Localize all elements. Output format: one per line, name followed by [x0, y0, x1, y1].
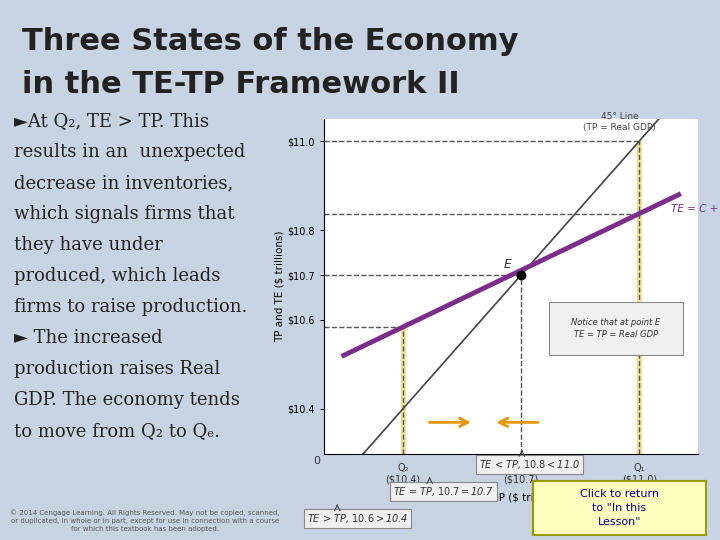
Text: Notice that at point E
TE = TP = Real GDP: Notice that at point E TE = TP = Real GD…	[571, 318, 660, 339]
Text: produced, which leads: produced, which leads	[14, 267, 220, 285]
Text: results in an  unexpected: results in an unexpected	[14, 143, 245, 161]
Text: 0: 0	[313, 456, 320, 466]
Y-axis label: TP and TE ($ trillions): TP and TE ($ trillions)	[274, 231, 284, 342]
Text: in the TE-TP Framework II: in the TE-TP Framework II	[22, 70, 459, 99]
Text: TE < TP, $10.8 < $11.0: TE < TP, $10.8 < $11.0	[479, 458, 580, 471]
Bar	[401, 327, 405, 454]
Bar	[637, 141, 642, 454]
Text: production raises Real: production raises Real	[14, 360, 220, 378]
Text: firms to raise production.: firms to raise production.	[14, 298, 247, 316]
Text: ► The increased: ► The increased	[14, 329, 162, 347]
Text: Three States of the Economy: Three States of the Economy	[22, 27, 518, 56]
Text: ►At Q₂, TE > TP. This: ►At Q₂, TE > TP. This	[14, 112, 209, 130]
Text: TE = TP, $10.7 = $10.7: TE = TP, $10.7 = $10.7	[392, 485, 494, 498]
Text: Q₁
($11.0): Q₁ ($11.0)	[622, 463, 657, 484]
Text: TE = C + I + G: TE = C + I + G	[671, 204, 720, 214]
X-axis label: Real GDP ($ trillions): Real GDP ($ trillions)	[457, 492, 565, 503]
Text: TE > TP, $10.6 > $10.4: TE > TP, $10.6 > $10.4	[307, 512, 408, 525]
FancyBboxPatch shape	[549, 302, 683, 355]
Text: Q₂
($10.4): Q₂ ($10.4)	[385, 463, 420, 484]
Text: GDP. The economy tends: GDP. The economy tends	[14, 391, 240, 409]
Text: which signals firms that: which signals firms that	[14, 205, 234, 223]
Text: decrease in inventories,: decrease in inventories,	[14, 174, 233, 192]
Text: © 2014 Cengage Learning. All Rights Reserved. May not be copied, scanned,
or dup: © 2014 Cengage Learning. All Rights Rese…	[10, 510, 280, 532]
Text: Qₑ
($10.7): Qₑ ($10.7)	[503, 463, 539, 484]
Text: Click to return
to "In this
Lesson": Click to return to "In this Lesson"	[580, 489, 659, 526]
Text: to move from Q₂ to Qₑ.: to move from Q₂ to Qₑ.	[14, 422, 220, 440]
Text: 45° Line
(TP = Real GDP): 45° Line (TP = Real GDP)	[583, 112, 656, 132]
Text: they have under: they have under	[14, 236, 162, 254]
Text: E: E	[503, 259, 511, 272]
